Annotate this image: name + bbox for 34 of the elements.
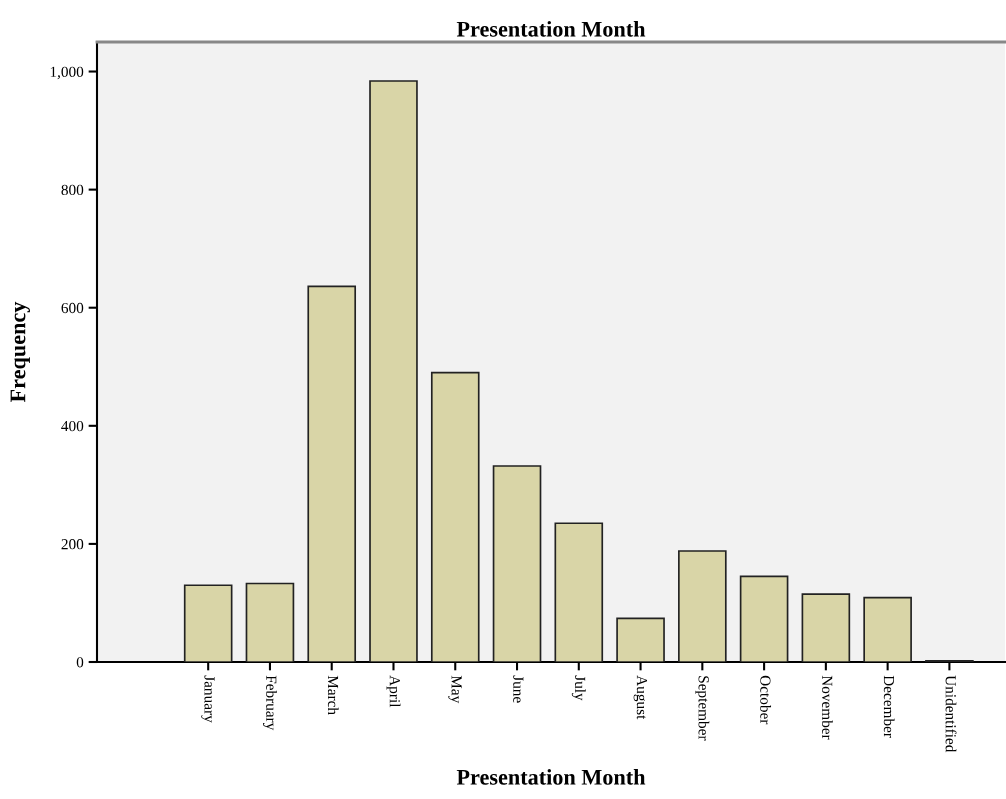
y-tick-label: 200 (61, 539, 84, 550)
y-tick-label: 0 (76, 657, 84, 668)
x-tick-label: April (386, 675, 401, 708)
x-tick-label: May (448, 675, 462, 704)
bar (183, 584, 233, 662)
bar (430, 371, 480, 662)
x-tick-label: February (263, 675, 277, 731)
y-tick-label: 1,000 (50, 66, 84, 80)
bar (369, 80, 418, 662)
x-axis-title: Presentation Month (456, 769, 646, 785)
y-tick-label: 600 (61, 302, 84, 314)
x-tick-label: Unidentified (945, 675, 957, 753)
bar (863, 596, 912, 662)
bar (616, 617, 665, 662)
bar (801, 593, 851, 662)
bar (245, 582, 295, 662)
x-tick-label: August (633, 675, 648, 720)
bar (554, 522, 604, 662)
bar (307, 285, 357, 662)
y-tick-label: 400 (61, 420, 84, 432)
x-tick-label: October (760, 675, 772, 725)
y-tick-label: 800 (61, 184, 84, 196)
x-tick-label: November (822, 675, 833, 740)
bar (678, 550, 727, 662)
chart-title: Presentation Month (456, 21, 646, 37)
x-tick-label: January (201, 675, 215, 723)
y-axis-title: Frequency (10, 301, 30, 403)
x-tick-label: June (513, 675, 524, 703)
bar (492, 465, 542, 662)
x-tick-label: December (883, 675, 895, 738)
x-tick-label: July (571, 675, 586, 701)
bar (739, 575, 789, 662)
x-tick-label: September (695, 676, 710, 741)
x-tick-label: March (327, 675, 339, 715)
